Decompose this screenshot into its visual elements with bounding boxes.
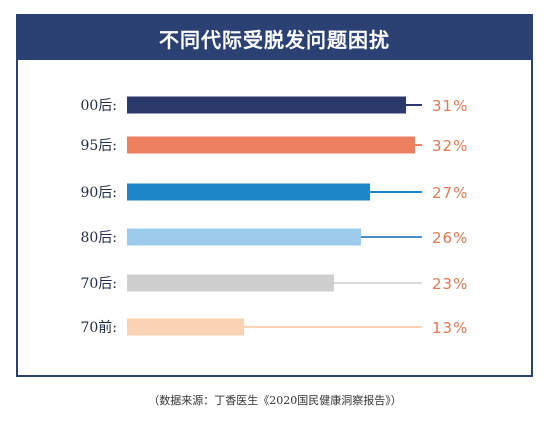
- value-label: 13%: [432, 319, 468, 337]
- category-label: 70后:: [80, 276, 117, 292]
- data-source-note: （数据来源：丁香医生《2020国民健康洞察报告》）: [148, 394, 402, 407]
- category-label: 00后:: [80, 98, 117, 114]
- category-label: 95后:: [80, 138, 117, 154]
- category-label: 90后:: [80, 185, 117, 201]
- category-label: 80后:: [80, 230, 117, 246]
- bar: [127, 183, 370, 201]
- value-label: 26%: [432, 229, 468, 247]
- bar: [127, 136, 415, 154]
- value-label: 27%: [432, 184, 468, 202]
- bar: [127, 318, 244, 336]
- chart-title: 不同代际受脱发问题困扰: [18, 16, 531, 60]
- chart-frame: 不同代际受脱发问题困扰: [16, 14, 533, 377]
- value-label: 23%: [432, 275, 468, 293]
- category-label: 70前:: [80, 319, 117, 336]
- bar: [127, 274, 334, 292]
- value-label: 32%: [432, 137, 468, 155]
- bar: [127, 228, 361, 246]
- value-label: 31%: [432, 97, 468, 115]
- bar: [127, 96, 406, 114]
